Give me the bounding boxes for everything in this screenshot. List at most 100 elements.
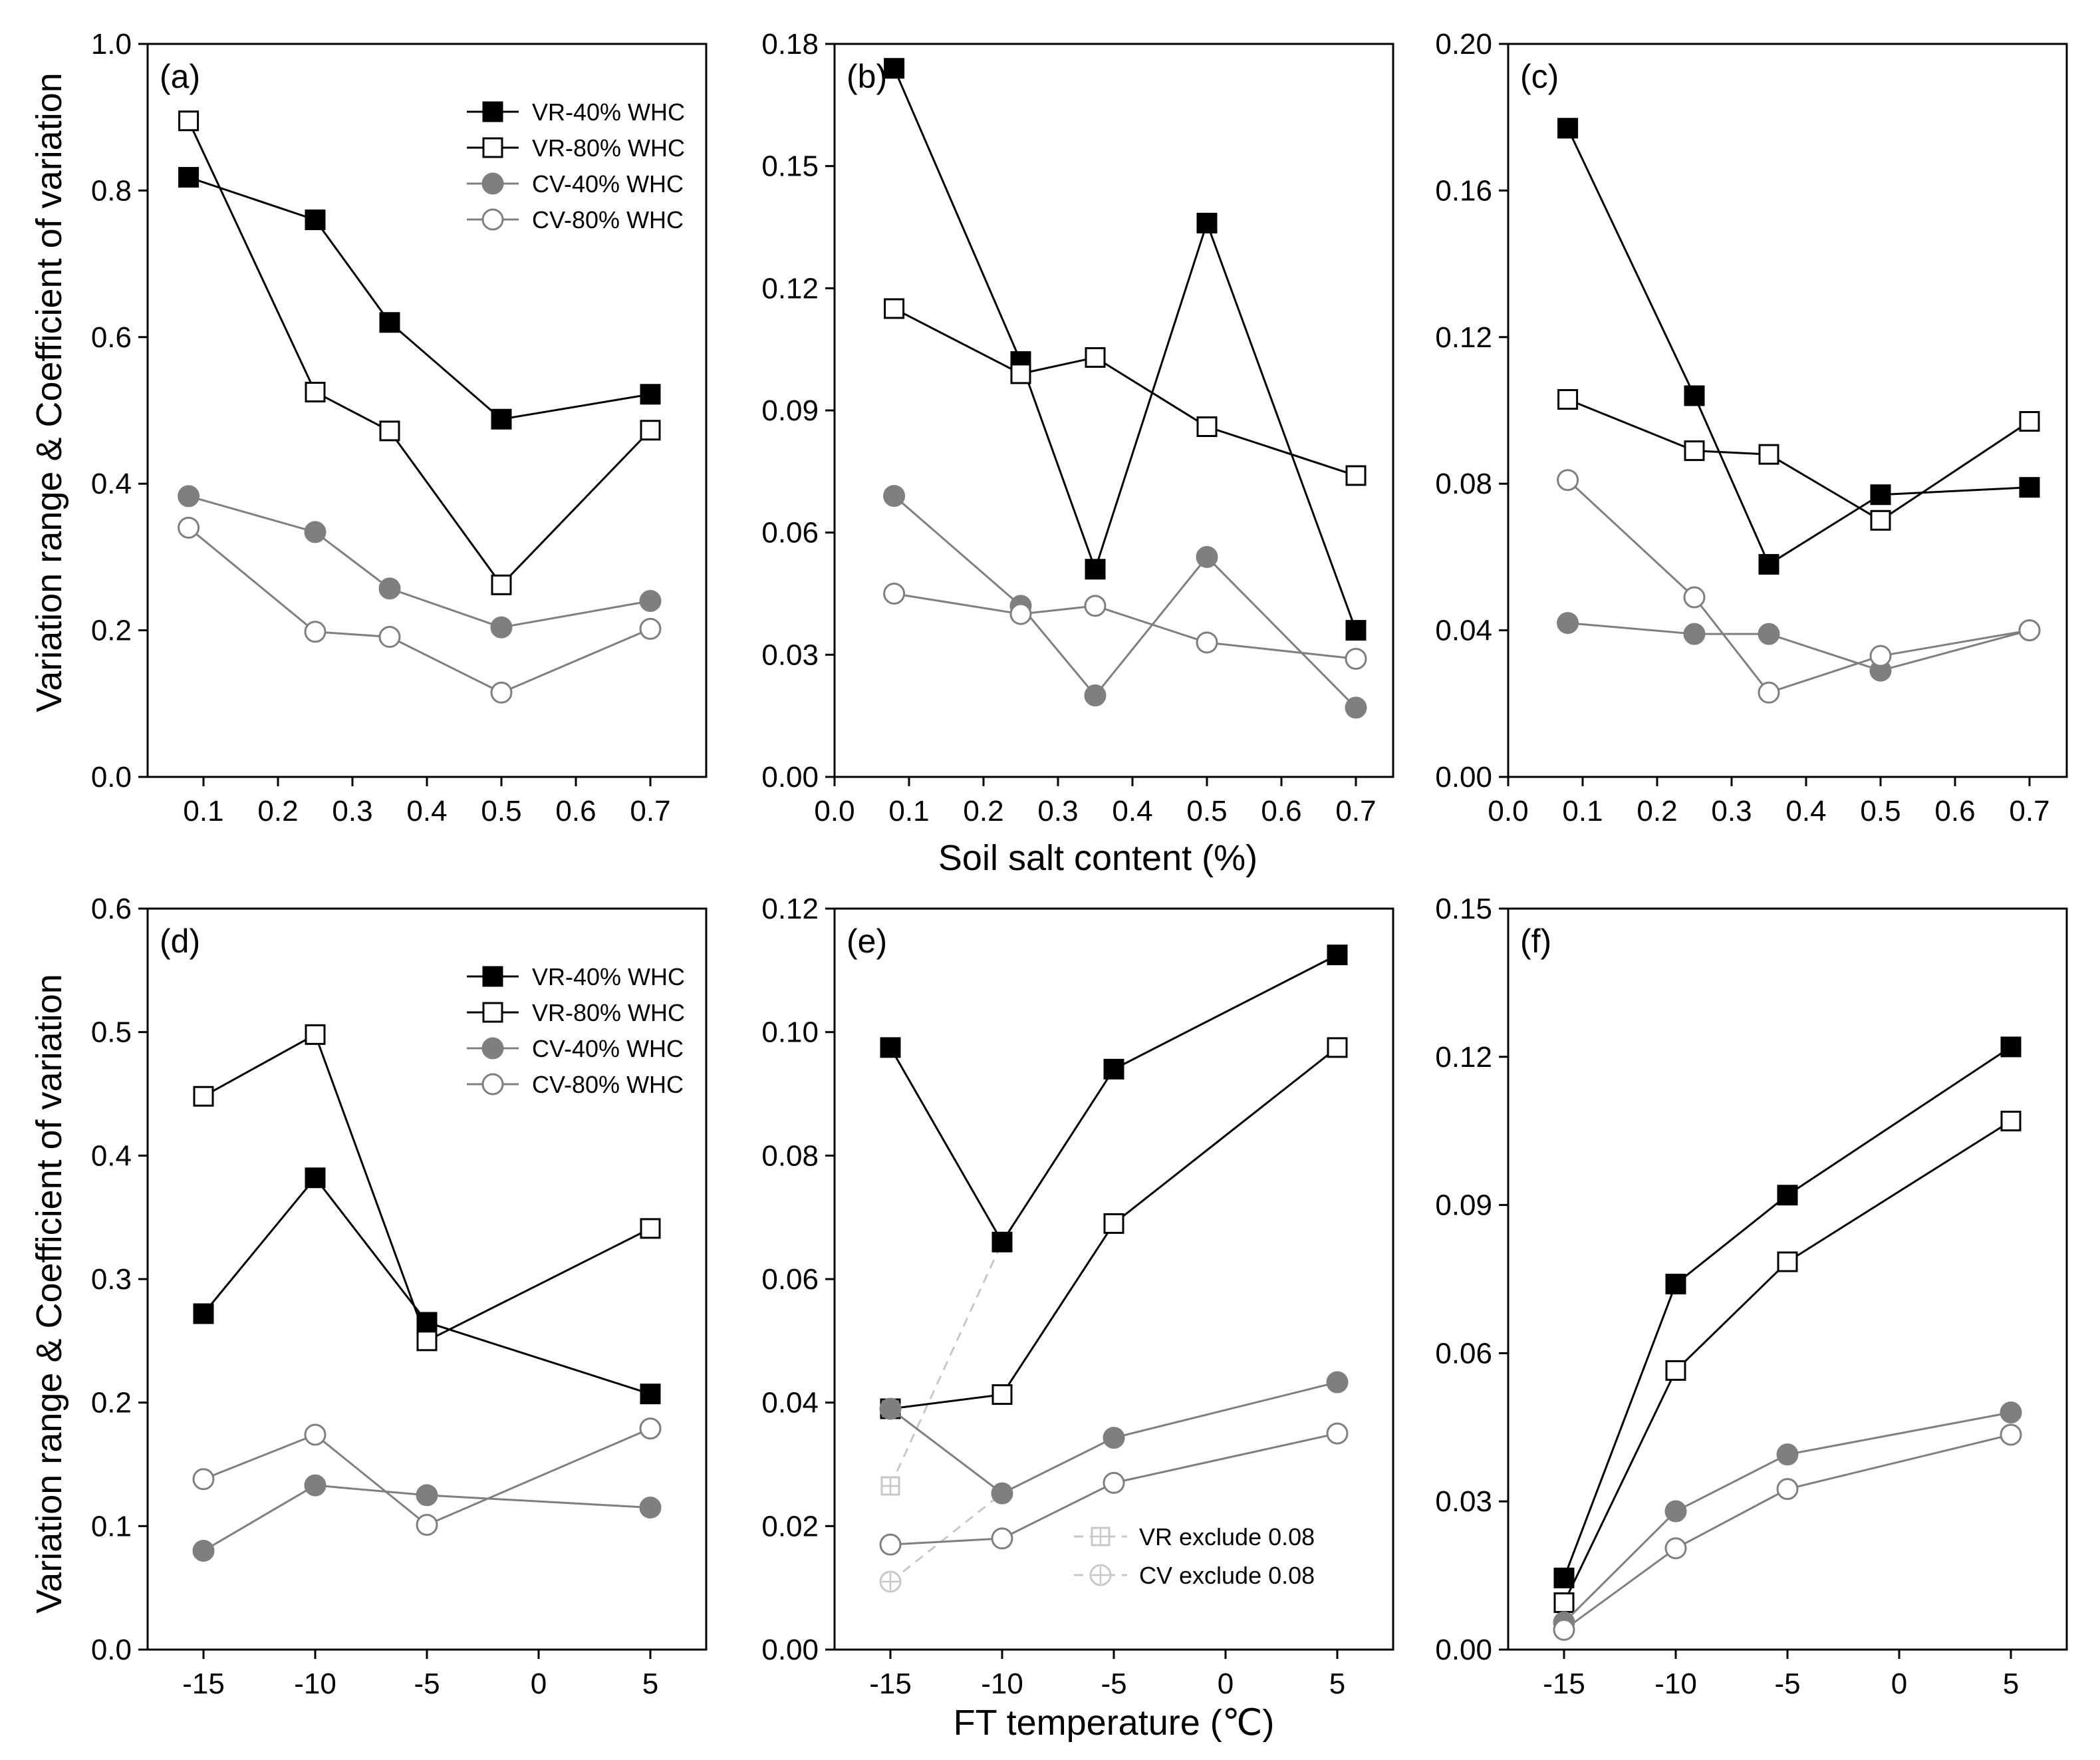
data-point <box>304 1474 327 1497</box>
data-point <box>1684 440 1705 462</box>
data-point <box>1776 1443 1799 1466</box>
data-point <box>1664 1500 1687 1523</box>
data-point <box>880 1037 901 1058</box>
panel-e-y-tick-label: 0.10 <box>761 1016 819 1049</box>
data-point <box>1327 1037 1348 1058</box>
panel-f-frame <box>1507 907 2068 1651</box>
data-point <box>1085 559 1106 580</box>
series-line <box>894 593 1357 660</box>
panel-f-y-tick-label: 0.15 <box>1435 893 1492 925</box>
panel-e-series-vr-exclude-0-08 <box>880 1241 1003 1496</box>
panel-d-x-tick-label: -15 <box>182 1668 225 1700</box>
panel-a-legend: VR-40% WHC VR-80% WHC CV-40% WHC CV-80% WHC <box>467 98 685 233</box>
data-point <box>1557 118 1579 139</box>
data-point <box>2000 1036 2022 1058</box>
data-point <box>178 167 199 188</box>
panel-d-legend: VR-40% WHC VR-80% WHC CV-40% WHC CV-80% WHC <box>467 963 685 1098</box>
panel-c-series-vr40 <box>1557 118 2040 575</box>
panel-f-y-tick-label: 0.00 <box>1435 1634 1492 1666</box>
series-line <box>893 495 1357 708</box>
data-point <box>193 1086 214 1107</box>
panel-f-x-tick-label: -5 <box>1774 1668 1800 1700</box>
series-line <box>202 1176 651 1395</box>
panel-b-x-tick-label: 0.3 <box>1037 795 1078 827</box>
data-point <box>2000 1401 2022 1424</box>
data-point <box>1196 631 1218 654</box>
data-point <box>879 1533 902 1556</box>
data-point <box>1553 1592 1575 1613</box>
panel-d-series-cv80 <box>192 1417 662 1536</box>
legend-marker <box>482 137 503 158</box>
panel-e-label: (e) <box>847 923 887 960</box>
panel-d: -15 -10 -5 0 5 0.0 0.1 0.2 0.3 0.4 0.5 0.6 (d) VR-40%… <box>91 893 708 1700</box>
data-point <box>991 1231 1013 1252</box>
panel-a-x-tick-label: 0.5 <box>481 795 521 827</box>
data-point <box>991 1384 1013 1405</box>
data-point <box>2019 477 2040 498</box>
panel-c-label: (c) <box>1520 58 1559 95</box>
data-point <box>1103 1471 1125 1494</box>
panel-c-series-cv40 <box>1557 612 2041 682</box>
series-line <box>1567 622 2030 672</box>
data-point <box>304 521 327 543</box>
panel-a-y-tick-label: 0.0 <box>91 761 132 794</box>
panel-a-series-cv40 <box>178 485 662 639</box>
series-line <box>1563 1046 2012 1578</box>
panel-f-x-tick-label: -15 <box>1543 1668 1585 1700</box>
data-point <box>1758 681 1780 704</box>
panel-b-x-tick-label: 0.0 <box>814 795 854 827</box>
panel-d-y-tick-label: 0.4 <box>91 1139 132 1172</box>
panel-b-frame <box>833 43 1394 778</box>
data-point <box>640 384 661 405</box>
panel-d-y-tick-label: 0.6 <box>91 893 132 925</box>
panel-f-series-vr40 <box>1553 1036 2022 1588</box>
data-point <box>879 1570 902 1593</box>
series-line <box>1567 479 2030 694</box>
data-point <box>640 1384 661 1405</box>
panel-b-series-cv40 <box>883 485 1367 719</box>
panel-c-series-cv80 <box>1557 469 2041 704</box>
panel-e-x-tick-label: -10 <box>981 1668 1023 1700</box>
data-point <box>1103 1427 1125 1449</box>
legend-label: VR-40% WHC <box>532 98 685 126</box>
legend-marker <box>481 1037 504 1060</box>
panel-d-x-tick-label: -5 <box>414 1668 440 1700</box>
panel-c-y-tick-label: 0.16 <box>1435 174 1492 207</box>
panel-b-y-tick-label: 0.18 <box>761 28 819 61</box>
panel-d-y-tick-label: 0.3 <box>91 1263 132 1296</box>
legend-label: CV-40% WHC <box>532 1035 684 1062</box>
legend-marker <box>1091 1527 1111 1546</box>
data-point <box>193 1303 214 1324</box>
panel-c-x-tick-label: 0.3 <box>1711 795 1752 827</box>
panel-b-y-tick-label: 0.00 <box>761 761 819 794</box>
data-point <box>1870 510 1891 531</box>
data-point <box>1326 1371 1349 1393</box>
panel-b-x-tick-label: 0.6 <box>1261 795 1301 827</box>
panel-e-x-tick-label: -5 <box>1101 1668 1126 1700</box>
data-point <box>1557 469 1579 492</box>
legend-marker <box>1089 1564 1112 1586</box>
panel-c-x-tick-label: 0.7 <box>2009 795 2049 827</box>
panel-e-extra-legend: VR exclude 0.08 CV exclude 0.08 <box>1074 1523 1315 1589</box>
series-line <box>890 1432 1338 1546</box>
panel-a-x-tick-label: 0.6 <box>555 795 596 827</box>
panel-c-y-tick-label: 0.12 <box>1435 321 1492 354</box>
panel-c-y-tick-label: 0.00 <box>1435 761 1492 794</box>
data-point <box>378 626 401 649</box>
data-point <box>305 381 326 402</box>
panel-a-label: (a) <box>160 58 200 95</box>
series-line <box>1567 128 2030 566</box>
data-point <box>1664 1537 1687 1560</box>
legend-label: VR-80% WHC <box>532 134 685 162</box>
panel-a-x-tick-label: 0.2 <box>257 795 298 827</box>
panel-d-series-vr80 <box>193 1024 661 1352</box>
panel-b-y-tick-label: 0.06 <box>761 517 819 549</box>
data-point <box>1196 416 1218 437</box>
series-line <box>188 495 651 629</box>
data-point <box>883 583 906 605</box>
data-point <box>1196 545 1218 568</box>
panel-a-x-tick-label: 0.3 <box>332 795 372 827</box>
panel-d-x-tick-label: -10 <box>294 1668 336 1700</box>
panel-b-label: (b) <box>847 58 887 95</box>
data-point <box>1684 385 1705 406</box>
